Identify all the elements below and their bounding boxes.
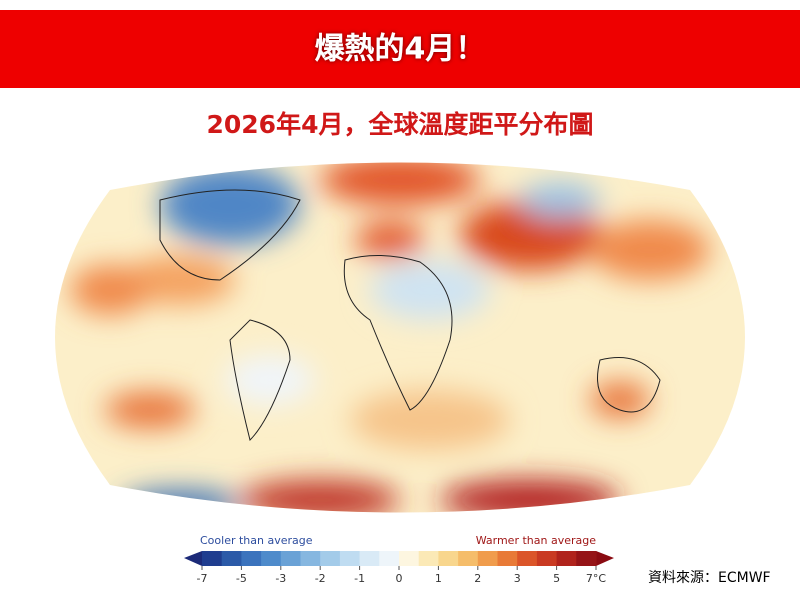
colorbar-arrow — [184, 551, 202, 566]
colorbar: Cooler than average Warmer than average … — [184, 534, 614, 585]
source: 資料來源：ECMWF — [648, 570, 771, 586]
colorbar-swatch — [359, 551, 380, 566]
colorbar-swatch — [379, 551, 400, 566]
anomaly-map — [55, 162, 745, 513]
colorbar-tick-label: -5 — [236, 572, 247, 585]
colorbar-tick-label: -7 — [197, 572, 208, 585]
colorbar-swatch — [418, 551, 439, 566]
colorbar-swatch — [536, 551, 558, 566]
colorbar-tick-label: 0 — [396, 572, 403, 585]
colorbar-tick-label: 7°C — [586, 572, 606, 585]
colorbar-swatch — [320, 551, 341, 566]
colorbar-tick-label: -3 — [275, 572, 286, 585]
colorbar-swatch — [497, 551, 518, 566]
colorbar-swatch — [221, 551, 242, 566]
header-title: 爆熱的4月！ — [315, 32, 486, 67]
warmer-label: Warmer than average — [476, 534, 597, 547]
colorbar-arrow — [596, 551, 614, 566]
colorbar-swatch — [517, 551, 538, 566]
colorbar-tick-label: -2 — [315, 572, 326, 585]
colorbar-swatch — [300, 551, 321, 566]
colorbar-swatch — [556, 551, 577, 566]
cooler-label: Cooler than average — [200, 534, 313, 547]
colorbar-swatch — [458, 551, 479, 566]
colorbar-swatch — [438, 551, 459, 566]
colorbar-tick-label: 3 — [514, 572, 521, 585]
colorbar-tick-label: 5 — [553, 572, 560, 585]
subtitle: 2026年4月，全球溫度距平分布圖 — [207, 110, 594, 139]
colorbar-swatch — [576, 551, 597, 566]
colorbar-swatch — [399, 551, 420, 566]
colorbar-swatch — [202, 551, 223, 566]
header-banner — [0, 10, 800, 88]
colorbar-swatch — [280, 551, 301, 566]
colorbar-swatch — [241, 551, 262, 566]
colorbar-tick-label: 1 — [435, 572, 442, 585]
colorbar-swatch — [477, 551, 498, 566]
colorbar-swatch — [261, 551, 282, 566]
colorbar-tick-label: -1 — [354, 572, 365, 585]
colorbar-swatch — [339, 551, 361, 566]
colorbar-tick-label: 2 — [474, 572, 481, 585]
